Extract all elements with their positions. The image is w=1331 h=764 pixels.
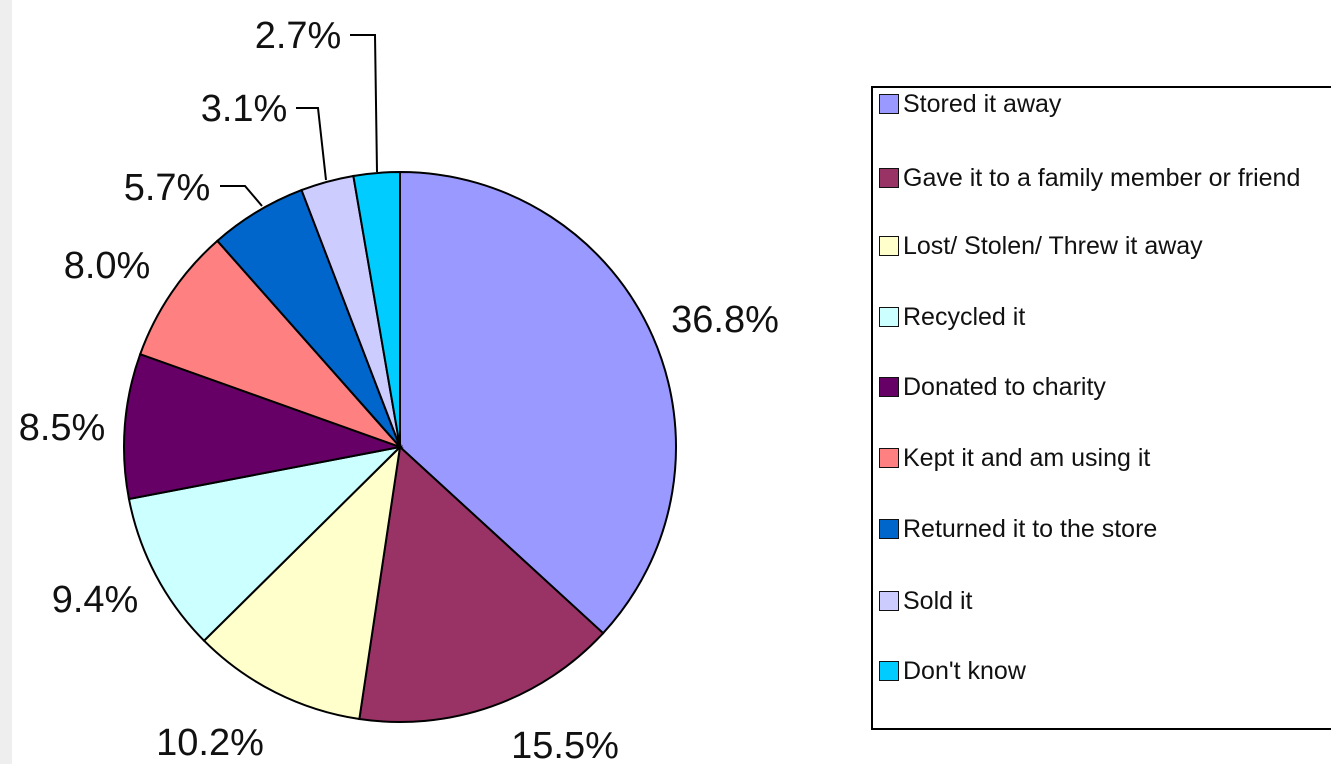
pie-slice-5 [123, 352, 404, 501]
legend-swatch [879, 168, 899, 188]
left-margin-strip [0, 0, 12, 764]
slice-value-label: 10.2% [156, 722, 264, 764]
legend-item: Returned it to the store [879, 515, 1331, 543]
legend-label: Don't know [903, 657, 1026, 685]
pie-slices [123, 170, 677, 723]
legend-label: Lost/ Stolen/ Threw it away [903, 232, 1203, 260]
legend-label: Donated to charity [903, 373, 1106, 401]
legend-swatch [879, 94, 899, 114]
legend-label: Kept it and am using it [903, 444, 1151, 472]
leader-line [350, 34, 378, 173]
slice-value-label: 9.4% [52, 579, 139, 621]
legend-swatch [879, 448, 899, 468]
leader-lines [220, 34, 378, 207]
slice-value-labels: 36.8% 15.5% 10.2% 9.4% 8.5% 8.0% 5.7% 3.1% 2.7% [19, 15, 779, 764]
legend-label: Returned it to the store [903, 515, 1158, 543]
legend-label: Stored it away [903, 90, 1062, 118]
legend-item: Recycled it [879, 303, 1331, 331]
slice-value-label: 2.7% [255, 15, 342, 57]
pie-slice-3 [202, 444, 402, 721]
leader-line [296, 107, 327, 181]
pie-slice-6 [138, 239, 401, 448]
legend-item: Lost/ Stolen/ Threw it away [879, 232, 1331, 260]
legend-swatch [879, 307, 899, 327]
legend-item: Don't know [879, 657, 1331, 685]
legend-swatch [879, 661, 899, 681]
slice-value-label: 15.5% [511, 725, 619, 764]
pie-slice-9 [352, 170, 401, 448]
legend-label: Sold it [903, 587, 973, 615]
chart-legend: Stored it away Gave it to a family member… [871, 86, 1331, 730]
legend-swatch [879, 236, 899, 256]
legend-item: Sold it [879, 587, 1331, 615]
pie-slice-2 [358, 444, 605, 723]
slice-value-label: 8.0% [64, 245, 151, 287]
pie-slice-4 [127, 445, 404, 643]
legend-swatch [879, 519, 899, 539]
legend-label: Gave it to a family member or friend [903, 164, 1301, 192]
legend-item: Kept it and am using it [879, 444, 1331, 472]
slice-value-label: 8.5% [19, 407, 106, 449]
slice-value-label: 3.1% [201, 88, 288, 130]
slice-value-label: 36.8% [671, 299, 779, 341]
legend-swatch [879, 377, 899, 397]
pie-slice-1 [399, 170, 677, 635]
legend-swatch [879, 591, 899, 611]
legend-item: Donated to charity [879, 373, 1331, 401]
legend-item: Stored it away [879, 90, 1331, 118]
legend-item: Gave it to a family member or friend [879, 164, 1331, 192]
slice-value-label: 5.7% [124, 167, 211, 209]
leader-line [220, 185, 263, 207]
legend-label: Recycled it [903, 303, 1026, 331]
